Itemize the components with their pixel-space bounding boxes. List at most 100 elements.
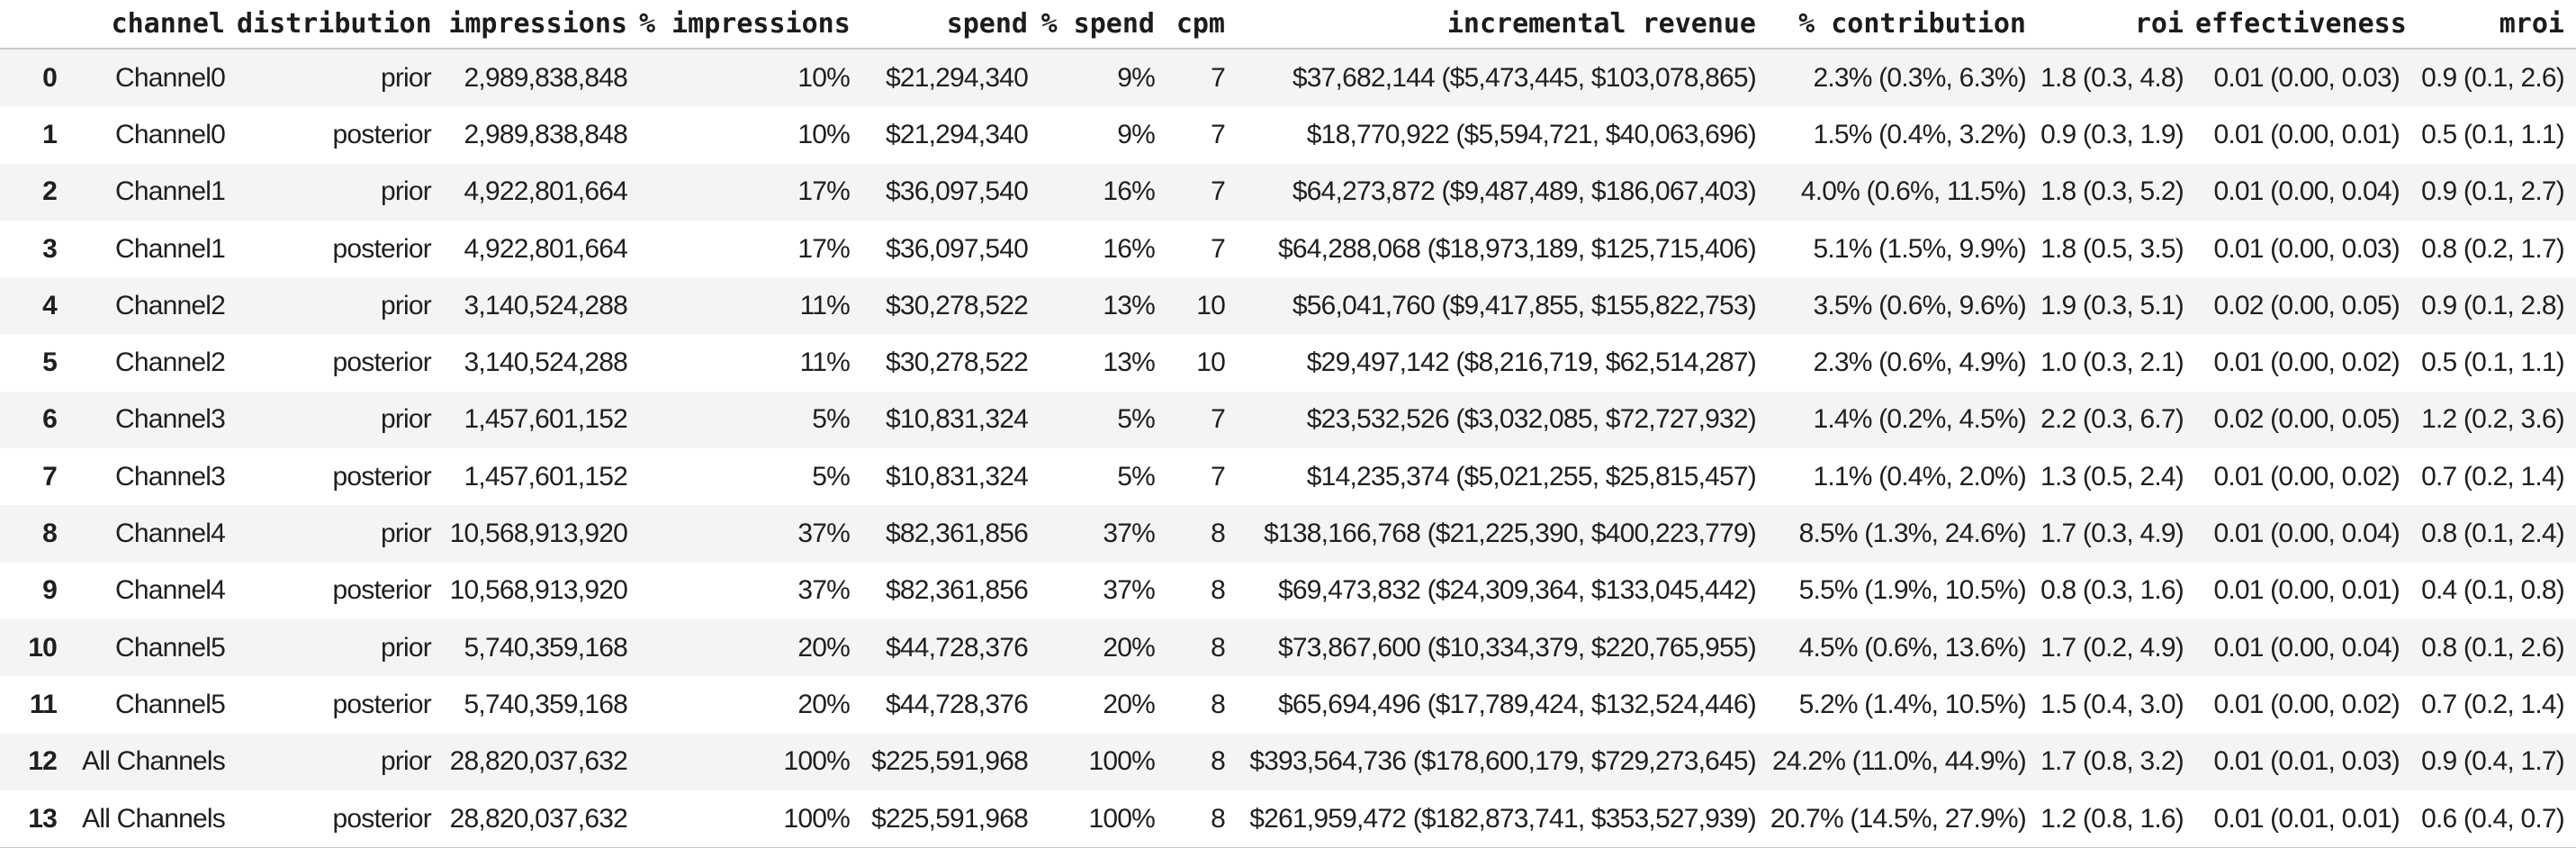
spend-cell: $44,728,376 [885, 689, 1029, 719]
impressions-cell: 3,140,524,288 [464, 347, 628, 378]
effectiveness-cell: 0.01 (0.00, 0.01) [2213, 575, 2400, 606]
mroi-cell: 0.6 (0.4, 0.7) [2411, 789, 2576, 848]
cpm-cell: 10 [1196, 347, 1226, 378]
effectiveness-cell: 0.01 (0.00, 0.03) [2213, 233, 2400, 264]
row-index-cell: 12 [28, 746, 58, 777]
row-index-cell: 5 [42, 347, 58, 378]
pct-contribution-cell: 2.3% (0.6%, 4.9%) [1813, 347, 2026, 378]
roi-cell: 1.7 (0.8, 3.2) [2040, 746, 2184, 777]
pct-impressions-cell: 11% [799, 347, 851, 378]
pct-impressions-cell: 20% [797, 632, 850, 663]
incremental-revenue-cell: $69,473,832 ($24,309,364, $133,045,442) [1278, 575, 1757, 606]
incremental-revenue-cell: $73,867,600 ($10,334,379, $220,765,955) [1278, 632, 1757, 663]
channel-cell: All Channels [82, 746, 226, 777]
spend-cell: $21,294,340 [885, 62, 1029, 93]
channel-cell: Channel3 [114, 461, 226, 492]
pct-spend-cell: 37% [1103, 519, 1155, 549]
row-index-cell: 2 [42, 176, 58, 207]
roi-cell: 1.7 (0.3, 4.9) [2040, 519, 2184, 549]
impressions-cell: 2,989,838,848 [464, 62, 628, 93]
incremental-revenue-cell: $393,564,736 ($178,600,179, $729,273,645… [1249, 746, 1757, 777]
column-header-incremental-revenue: incremental revenue [1237, 0, 1768, 50]
incremental-revenue-cell: $64,288,068 ($18,973,189, $125,715,406) [1278, 233, 1757, 264]
table-row: 8 Channel4 prior 10,568,913,920 37% $82,… [0, 505, 2576, 563]
column-header-distribution: distribution [237, 0, 443, 50]
distribution-cell: prior [380, 632, 432, 663]
table-row: 11 Channel5 posterior 5,740,359,168 20% … [0, 676, 2576, 734]
spend-cell: $10,831,324 [885, 461, 1029, 492]
spend-cell: $30,278,522 [885, 347, 1029, 378]
cpm-cell: 7 [1211, 176, 1226, 207]
row-index-cell: 0 [42, 62, 58, 93]
effectiveness-cell: 0.01 (0.00, 0.03) [2213, 62, 2400, 93]
mroi-cell: 0.8 (0.1, 2.6) [2421, 632, 2565, 663]
mroi-cell: 0.8 (0.2, 1.7) [2421, 233, 2565, 264]
effectiveness-cell: 0.01 (0.01, 0.01) [2195, 789, 2411, 848]
roi-cell: 1.7 (0.2, 4.9) [2040, 632, 2184, 663]
channel-cell: Channel4 [114, 575, 226, 606]
pct-impressions-cell: 37% [797, 519, 850, 549]
cpm-cell: 7 [1211, 119, 1226, 149]
cpm-cell: 8 [1211, 519, 1226, 549]
effectiveness-cell: 0.01 (0.00, 0.02) [2213, 347, 2400, 378]
column-header-cpm: cpm [1166, 0, 1237, 50]
column-header-spend: spend [861, 0, 1040, 50]
cpm-cell: 7 [1211, 62, 1226, 93]
pct-contribution-cell: 24.2% (11.0%, 44.9%) [1772, 746, 2027, 777]
pct-spend-cell: 9% [1117, 62, 1156, 93]
distribution-cell: posterior [332, 347, 431, 378]
incremental-revenue-cell: $138,166,768 ($21,225,390, $400,223,779) [1264, 519, 1757, 549]
pct-spend-cell: 20% [1103, 689, 1155, 719]
impressions-cell: 28,820,037,632 [449, 746, 628, 777]
pct-spend-cell: 13% [1103, 290, 1155, 320]
column-header-impressions: impressions [443, 0, 639, 50]
table-row: 2 Channel1 prior 4,922,801,664 17% $36,0… [0, 163, 2576, 221]
pct-impressions-cell: 100% [639, 789, 861, 848]
roi-cell: 1.2 (0.8, 1.6) [2038, 789, 2195, 848]
effectiveness-cell: 0.01 (0.00, 0.02) [2213, 461, 2400, 492]
spend-cell: $225,591,968 [861, 789, 1040, 848]
table-header: channel distribution impressions % impre… [0, 0, 2576, 50]
pct-contribution-cell: 2.3% (0.3%, 6.3%) [1813, 62, 2026, 93]
pct-contribution-cell: 4.0% (0.6%, 11.5%) [1800, 176, 2027, 207]
incremental-revenue-cell: $56,041,760 ($9,417,855, $155,822,753) [1292, 290, 1757, 320]
impressions-cell: 4,922,801,664 [464, 176, 628, 207]
pct-spend-cell: 13% [1103, 347, 1155, 378]
cpm-cell: 7 [1211, 233, 1226, 264]
column-header-channel: channel [59, 0, 237, 50]
pct-impressions-cell: 10% [797, 119, 850, 149]
column-header-effectiveness: effectiveness [2195, 0, 2411, 50]
pct-spend-cell: 20% [1103, 632, 1155, 663]
pct-spend-cell: 100% [1088, 746, 1155, 777]
table-row: 0 Channel0 prior 2,989,838,848 10% $21,2… [0, 49, 2576, 107]
row-index-cell: 8 [42, 519, 58, 549]
pct-contribution-cell: 1.1% (0.4%, 2.0%) [1813, 461, 2026, 492]
distribution-cell: posterior [332, 689, 431, 719]
cpm-cell: 7 [1211, 404, 1226, 435]
mroi-cell: 0.9 (0.1, 2.6) [2421, 62, 2565, 93]
spend-cell: $21,294,340 [885, 119, 1029, 149]
column-header-index [0, 0, 59, 50]
spend-cell: $82,361,856 [885, 519, 1029, 549]
column-header-pct-contribution: % contribution [1768, 0, 2038, 50]
row-index-cell: 13 [0, 789, 59, 848]
channel-cell: Channel0 [114, 119, 226, 149]
distribution-cell: prior [380, 176, 432, 207]
effectiveness-cell: 0.01 (0.00, 0.02) [2213, 689, 2400, 719]
table-row: 12 All Channels prior 28,820,037,632 100… [0, 733, 2576, 790]
distribution-cell: posterior [332, 119, 431, 149]
table-row: 7 Channel3 posterior 1,457,601,152 5% $1… [0, 448, 2576, 506]
roi-cell: 1.0 (0.3, 2.1) [2040, 347, 2184, 378]
table-row: 10 Channel5 prior 5,740,359,168 20% $44,… [0, 618, 2576, 677]
mroi-cell: 0.8 (0.1, 2.4) [2421, 519, 2565, 549]
roi-cell: 1.3 (0.5, 2.4) [2040, 461, 2184, 492]
table-row: 3 Channel1 posterior 4,922,801,664 17% $… [0, 220, 2576, 278]
effectiveness-cell: 0.01 (0.00, 0.04) [2213, 632, 2400, 663]
pct-impressions-cell: 17% [797, 233, 850, 264]
cpm-cell: 7 [1211, 461, 1226, 492]
cpm-cell: 8 [1166, 789, 1237, 848]
pct-contribution-cell: 5.2% (1.4%, 10.5%) [1798, 689, 2027, 719]
table-row: 1 Channel0 posterior 2,989,838,848 10% $… [0, 106, 2576, 164]
incremental-revenue-cell: $29,497,142 ($8,216,719, $62,514,287) [1306, 347, 1757, 378]
